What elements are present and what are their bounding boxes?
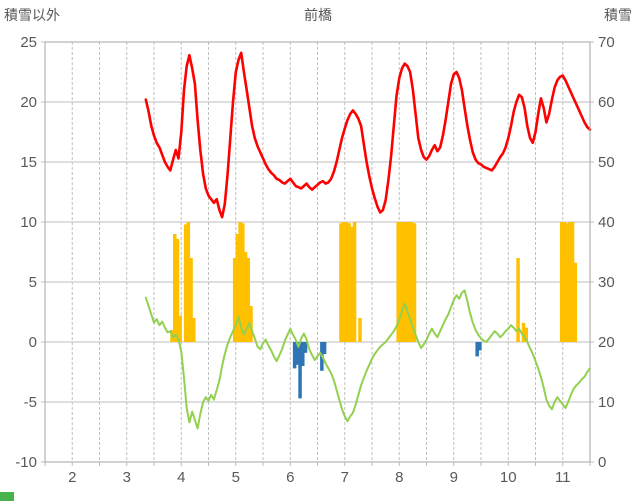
orange-bars-bar — [186, 222, 191, 342]
red-line — [144, 51, 592, 219]
x-axis-tick-label: 6 — [286, 469, 294, 486]
green-line — [144, 289, 591, 430]
x-axis-tick-label: 8 — [395, 469, 403, 486]
orange-bars-bar — [401, 222, 406, 342]
left-axis-tick-label: 10 — [20, 214, 37, 231]
orange-bars-bar — [573, 262, 578, 342]
plot-border — [44, 41, 591, 463]
x-axis-tick-label: 2 — [68, 469, 76, 486]
right-axis-tick-label: 10 — [598, 394, 615, 411]
orange-bars-bar — [562, 222, 567, 342]
orange-bars-bar — [235, 234, 240, 342]
right-axis-tick-label: 50 — [598, 154, 615, 171]
orange-bars-bar — [521, 322, 526, 342]
right-axis-tick-label: 70 — [598, 34, 615, 51]
blue-bars-bar — [292, 342, 297, 369]
left-axis-tick-label: 20 — [20, 94, 37, 111]
orange-bars-bar — [568, 222, 572, 342]
left-axis-tick-label: 5 — [29, 274, 37, 291]
blue-bars-bar — [478, 342, 482, 351]
orange-bars-bar — [189, 258, 193, 342]
orange-bars-bar — [246, 258, 251, 342]
left-axis-tick-label: 15 — [20, 154, 37, 171]
corner-marker — [0, 492, 14, 501]
orange-bars-bar — [238, 222, 242, 342]
orange-bars-bar — [347, 223, 351, 342]
blue-bars-bar — [298, 342, 302, 399]
orange-bars-bar — [352, 222, 357, 342]
blue-bars-bar — [301, 342, 305, 366]
left-axis-tick-label: 0 — [29, 334, 37, 351]
orange-bars-bar — [192, 318, 196, 342]
orange-bars-bar — [412, 223, 417, 342]
orange-bars-bar — [350, 226, 354, 342]
blue-bars-bar — [475, 342, 479, 357]
orange-bars-bar — [570, 222, 575, 342]
x-axis-tick-label: 10 — [500, 469, 517, 486]
x-axis-tick-label: 3 — [123, 469, 131, 486]
orange-bars-bar — [183, 224, 188, 342]
blue-bars-bar — [303, 342, 308, 353]
right-axis-title: 積雪 — [604, 7, 632, 23]
x-axis-tick-label: 11 — [555, 469, 571, 486]
orange-bars-bar — [565, 223, 569, 342]
left-axis-tick-label: -10 — [15, 454, 37, 471]
orange-bars-bar — [175, 238, 180, 342]
orange-bars-bar — [516, 258, 520, 342]
orange-bars-bar — [399, 222, 403, 342]
orange-bars-bar — [243, 252, 248, 342]
orange-bars-bar — [232, 258, 237, 342]
x-axis-tick-label: 7 — [341, 469, 349, 486]
right-axis-tick-label: 0 — [598, 454, 606, 471]
orange-bars-bar — [407, 222, 411, 342]
orange-bars-bar — [344, 222, 349, 342]
orange-bars-bar — [249, 306, 253, 342]
orange-bars-bar — [172, 234, 177, 342]
orange-bars-bar — [341, 222, 346, 342]
blue-bars-bar — [322, 342, 327, 354]
blue-bars-bar — [295, 342, 300, 365]
left-axis-title: 積雪以外 — [4, 7, 60, 23]
left-axis-tick-label: 25 — [20, 34, 37, 51]
orange-bars-bar — [339, 223, 343, 342]
orange-bars-bar — [178, 315, 182, 342]
orange-bars-bar — [404, 222, 409, 342]
right-axis-tick-label: 60 — [598, 94, 615, 111]
chart-title: 前橋 — [304, 7, 332, 23]
right-axis-tick-label: 20 — [598, 334, 615, 351]
orange-bars-bar — [559, 222, 564, 342]
orange-bars-bar — [410, 222, 414, 342]
orange-bars-bar — [358, 318, 362, 342]
orange-bars-bar — [524, 327, 528, 342]
orange-bars-bar — [396, 222, 400, 342]
x-axis-tick-label: 4 — [177, 469, 185, 486]
x-axis-tick-label: 9 — [450, 469, 458, 486]
orange-bars-bar — [241, 223, 245, 342]
x-axis-tick-label: 5 — [232, 469, 240, 486]
right-axis-tick-label: 40 — [598, 214, 615, 231]
right-axis-tick-label: 30 — [598, 274, 615, 291]
left-axis-tick-label: -5 — [24, 394, 37, 411]
